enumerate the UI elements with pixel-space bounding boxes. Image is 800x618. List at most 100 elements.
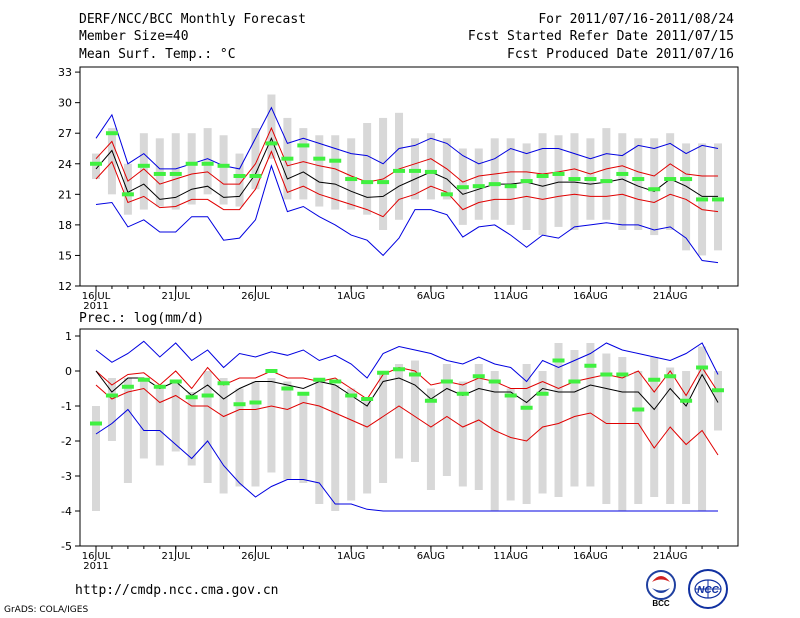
observed-mark — [408, 168, 421, 173]
y-tick-label: -1 — [61, 400, 72, 413]
spread-box — [426, 388, 435, 490]
spread-box — [522, 143, 531, 230]
series-line-max — [95, 106, 719, 170]
observed-mark — [377, 370, 390, 375]
spread-box — [410, 360, 419, 462]
member-size: Member Size=40 — [79, 29, 189, 44]
observed-mark — [424, 169, 437, 174]
observed-mark — [600, 179, 613, 184]
observed-mark — [313, 377, 326, 382]
series-line-upper — [95, 366, 719, 400]
x-tick-label: 26JUL — [241, 291, 270, 302]
y-tick-label: 0 — [65, 365, 72, 378]
observed-mark — [488, 379, 501, 384]
observed-mark — [632, 177, 645, 182]
x-tick-label: 11AUG — [493, 291, 528, 302]
observed-mark — [536, 173, 549, 178]
observed-mark — [137, 377, 150, 382]
observed-mark — [249, 400, 262, 405]
observed-mark — [313, 156, 326, 161]
spread-box — [395, 364, 404, 459]
observed-mark — [632, 407, 645, 412]
observed-mark — [616, 171, 629, 176]
x-tick-label: 11AUG — [493, 551, 528, 562]
spread-box — [363, 399, 372, 494]
series-line-min — [95, 164, 719, 264]
bottom-panel-variable: Prec.: log(mm/d) — [79, 311, 204, 326]
ncc-logo-text: NCC — [697, 585, 719, 596]
observed-mark — [568, 379, 581, 384]
observed-mark — [712, 388, 724, 393]
observed-mark — [90, 421, 102, 426]
observed-mark — [281, 386, 294, 391]
spread-box — [666, 367, 675, 504]
spread-box — [92, 153, 100, 180]
observed-mark — [664, 177, 677, 182]
chart-title: DERF/NCC/BCC Monthly Forecast — [79, 12, 306, 27]
spread-box — [698, 346, 707, 511]
spread-box — [331, 135, 340, 210]
spread-box — [299, 128, 308, 200]
observed-mark — [616, 372, 629, 377]
observed-mark — [680, 177, 693, 182]
observed-mark — [424, 398, 437, 403]
spread-box — [171, 381, 180, 452]
spread-box — [235, 153, 244, 207]
observed-mark — [393, 168, 406, 173]
spread-box — [682, 143, 691, 251]
spread-box — [570, 350, 579, 487]
footer-url[interactable]: http://cmdp.ncc.cma.gov.cn — [75, 583, 279, 598]
observed-mark — [504, 393, 517, 398]
spread-box — [442, 364, 451, 476]
spread-box — [363, 123, 372, 215]
series-line-min — [95, 408, 718, 512]
x-tick-label: 21JUL — [161, 551, 190, 562]
spread-box — [650, 138, 659, 236]
observed-mark — [169, 171, 182, 176]
y-tick-label: 15 — [58, 249, 72, 262]
spread-box — [586, 343, 595, 487]
spread-box — [602, 353, 611, 504]
observed-mark — [121, 192, 134, 197]
bcc-logo: BCC — [646, 570, 676, 608]
observed-mark — [536, 391, 549, 396]
spread-box — [139, 378, 148, 459]
spread-box — [123, 163, 132, 215]
spread-box — [219, 135, 228, 205]
spread-box — [251, 128, 260, 190]
spread-box — [618, 133, 627, 230]
observed-mark — [217, 381, 230, 386]
spread-box — [171, 133, 180, 210]
observed-mark — [233, 173, 246, 178]
spread-box — [107, 378, 116, 441]
y-tick-label: 12 — [58, 280, 72, 293]
spread-box — [299, 392, 308, 483]
series-line-max — [95, 340, 719, 383]
observed-mark — [456, 391, 469, 396]
observed-mark — [105, 393, 118, 398]
series-line-upper — [95, 126, 718, 185]
x-tick-label: 16AUG — [573, 291, 608, 302]
observed-mark — [488, 182, 501, 187]
spread-box — [92, 406, 100, 511]
spread-box — [123, 378, 132, 483]
y-tick-label: 30 — [58, 97, 72, 110]
observed-mark — [201, 393, 214, 398]
spread-box — [410, 138, 419, 200]
y-tick-label: 27 — [58, 127, 72, 140]
spread-box — [650, 357, 659, 497]
spread-box — [538, 371, 547, 494]
observed-mark — [185, 161, 198, 166]
observed-mark — [552, 171, 565, 176]
observed-mark — [105, 131, 118, 136]
spread-box — [554, 135, 563, 227]
observed-mark — [568, 177, 581, 182]
series-line-lower — [95, 150, 719, 218]
spread-box — [618, 357, 627, 511]
y-tick-label: -3 — [61, 470, 72, 483]
spread-box — [267, 378, 276, 473]
y-tick-label: 33 — [58, 66, 72, 79]
spread-box — [490, 371, 499, 511]
